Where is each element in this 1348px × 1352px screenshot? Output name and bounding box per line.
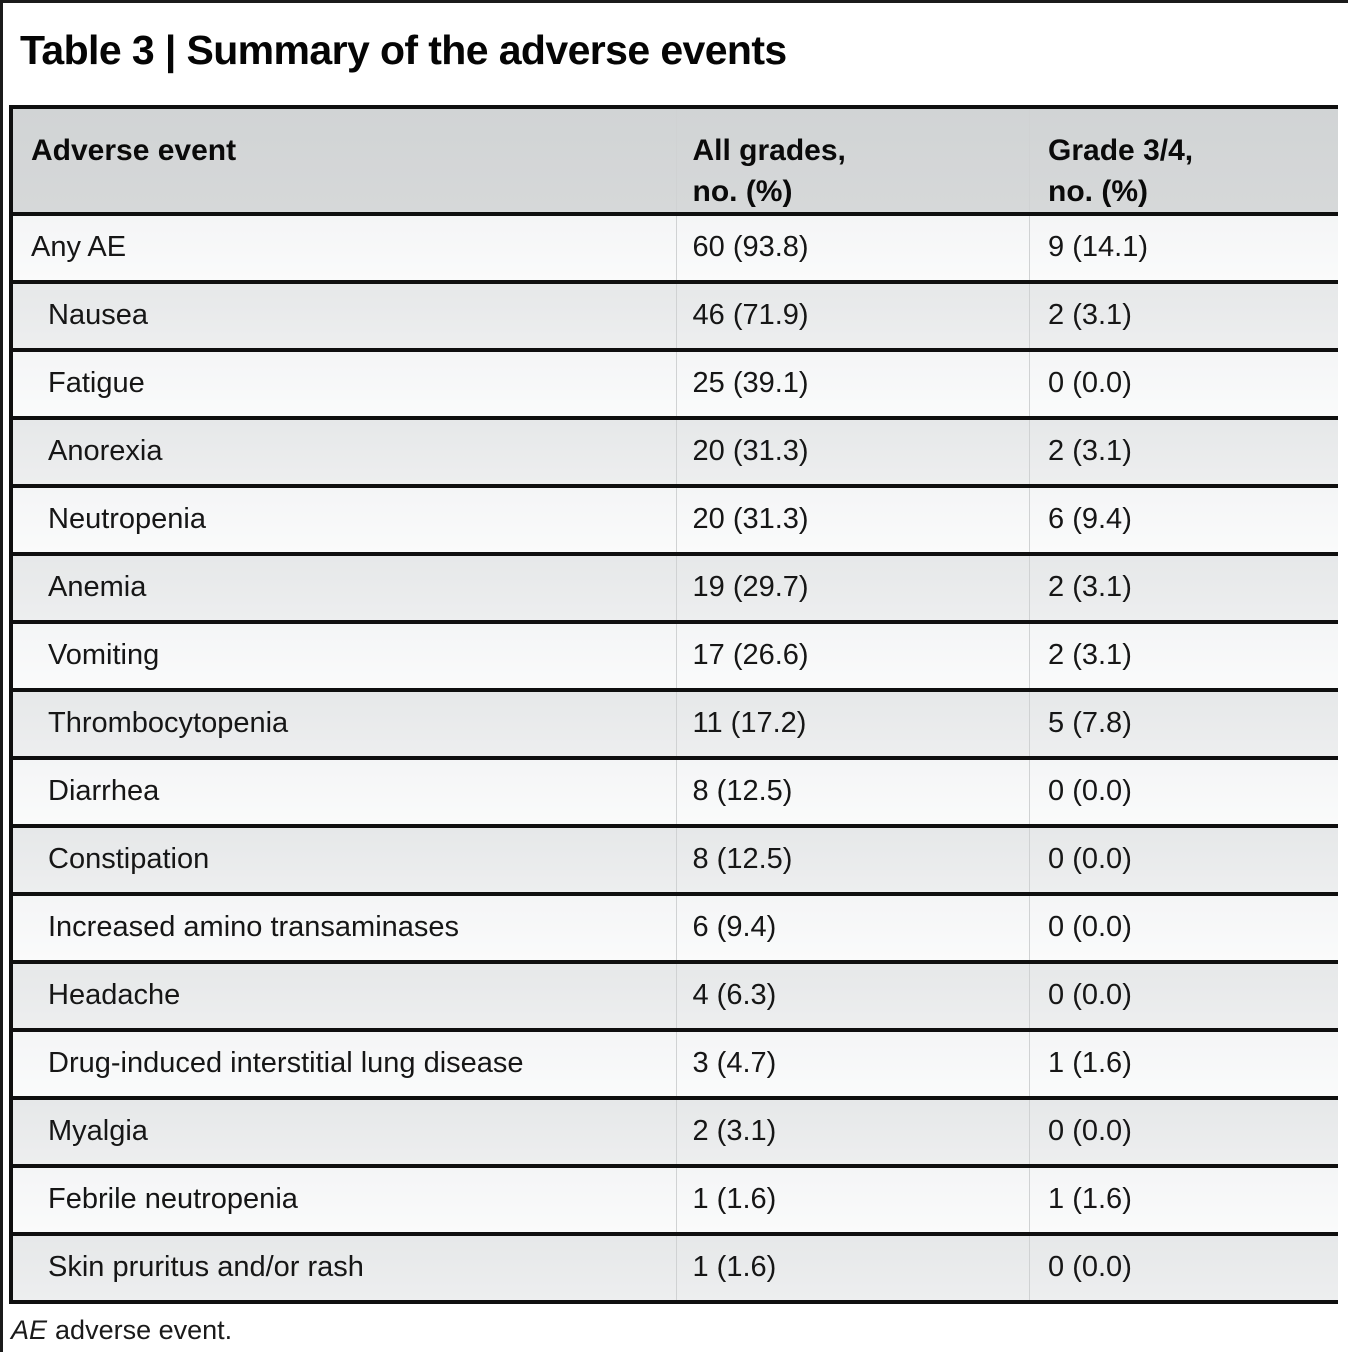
all-grades-cell: 17 (26.6) <box>675 622 1030 693</box>
table-row: Myalgia 2 (3.1) 0 (0.0) <box>11 1098 1338 1169</box>
all-grades-cell: 8 (12.5) <box>675 758 1030 829</box>
grade-3-4-cell: 0 (0.0) <box>1029 758 1338 829</box>
table-row: Drug-induced interstitial lung disease 3… <box>11 1030 1338 1101</box>
all-grades-cell: 25 (39.1) <box>675 350 1030 421</box>
column-header-grade-3-4: Grade 3/4, no. (%) <box>1029 107 1338 217</box>
column-header-all-grades: All grades, no. (%) <box>675 107 1030 217</box>
table-body: Any AE 60 (93.8) 9 (14.1) Nausea 46 (71.… <box>11 214 1338 1305</box>
all-grades-cell: 2 (3.1) <box>675 1098 1030 1169</box>
table-row: Headache 4 (6.3) 0 (0.0) <box>11 962 1338 1033</box>
table-row: Nausea 46 (71.9) 2 (3.1) <box>11 282 1338 353</box>
event-name-cell: Drug-induced interstitial lung disease <box>11 1030 676 1101</box>
grade-3-4-cell: 1 (1.6) <box>1029 1030 1338 1101</box>
footnote: AE adverse event. <box>11 1314 1348 1346</box>
table-row: Fatigue 25 (39.1) 0 (0.0) <box>11 350 1338 421</box>
all-grades-cell: 1 (1.6) <box>675 1166 1030 1237</box>
all-grades-cell: 11 (17.2) <box>675 690 1030 761</box>
all-grades-cell: 4 (6.3) <box>675 962 1030 1033</box>
grade-3-4-cell: 2 (3.1) <box>1029 418 1338 489</box>
event-name-cell: Anemia <box>11 554 676 625</box>
grade-3-4-cell: 0 (0.0) <box>1029 894 1338 965</box>
table-row: Skin pruritus and/or rash 1 (1.6) 0 (0.0… <box>11 1234 1338 1305</box>
footnote-text: adverse event. <box>55 1315 233 1346</box>
adverse-events-table: Adverse event All grades, no. (%) Grade … <box>9 105 1338 1305</box>
event-name-cell: Increased amino transaminases <box>11 894 676 965</box>
all-grades-cell: 8 (12.5) <box>675 826 1030 897</box>
all-grades-cell: 19 (29.7) <box>675 554 1030 625</box>
all-grades-cell: 20 (31.3) <box>675 418 1030 489</box>
grade-3-4-cell: 2 (3.1) <box>1029 554 1338 625</box>
footnote-abbreviation: AE <box>11 1315 48 1346</box>
event-name-cell: Any AE <box>11 214 676 285</box>
table-row: Vomiting 17 (26.6) 2 (3.1) <box>11 622 1338 693</box>
all-grades-cell: 20 (31.3) <box>675 486 1030 557</box>
grade-3-4-cell: 0 (0.0) <box>1029 1234 1338 1305</box>
event-name-cell: Fatigue <box>11 350 676 421</box>
table-row: Increased amino transaminases 6 (9.4) 0 … <box>11 894 1338 965</box>
column-header-adverse-event: Adverse event <box>11 107 676 217</box>
page-title: Table 3 | Summary of the adverse events <box>20 27 787 73</box>
all-grades-cell: 3 (4.7) <box>675 1030 1030 1101</box>
event-name-cell: Skin pruritus and/or rash <box>11 1234 676 1305</box>
table-row: Anorexia 20 (31.3) 2 (3.1) <box>11 418 1338 489</box>
table-row: Thrombocytopenia 11 (17.2) 5 (7.8) <box>11 690 1338 761</box>
event-name-cell: Nausea <box>11 282 676 353</box>
table-row: Constipation 8 (12.5) 0 (0.0) <box>11 826 1338 897</box>
table-row: Febrile neutropenia 1 (1.6) 1 (1.6) <box>11 1166 1338 1237</box>
table-row: Any AE 60 (93.8) 9 (14.1) <box>11 214 1338 285</box>
grade-3-4-cell: 2 (3.1) <box>1029 622 1338 693</box>
all-grades-cell: 1 (1.6) <box>675 1234 1030 1305</box>
grade-3-4-cell: 5 (7.8) <box>1029 690 1338 761</box>
event-name-cell: Myalgia <box>11 1098 676 1169</box>
grade-3-4-cell: 1 (1.6) <box>1029 1166 1338 1237</box>
all-grades-cell: 60 (93.8) <box>675 214 1030 285</box>
table-row: Diarrhea 8 (12.5) 0 (0.0) <box>11 758 1338 829</box>
all-grades-cell: 46 (71.9) <box>675 282 1030 353</box>
grade-3-4-cell: 6 (9.4) <box>1029 486 1338 557</box>
event-name-cell: Diarrhea <box>11 758 676 829</box>
table-header-row: Adverse event All grades, no. (%) Grade … <box>11 107 1338 217</box>
grade-3-4-cell: 0 (0.0) <box>1029 1098 1338 1169</box>
grade-3-4-cell: 0 (0.0) <box>1029 962 1338 1033</box>
event-name-cell: Febrile neutropenia <box>11 1166 676 1237</box>
event-name-cell: Thrombocytopenia <box>11 690 676 761</box>
event-name-cell: Vomiting <box>11 622 676 693</box>
table-row: Anemia 19 (29.7) 2 (3.1) <box>11 554 1338 625</box>
all-grades-cell: 6 (9.4) <box>675 894 1030 965</box>
table-row: Neutropenia 20 (31.3) 6 (9.4) <box>11 486 1338 557</box>
grade-3-4-cell: 0 (0.0) <box>1029 826 1338 897</box>
event-name-cell: Anorexia <box>11 418 676 489</box>
grade-3-4-cell: 2 (3.1) <box>1029 282 1338 353</box>
event-name-cell: Constipation <box>11 826 676 897</box>
event-name-cell: Headache <box>11 962 676 1033</box>
grade-3-4-cell: 0 (0.0) <box>1029 350 1338 421</box>
grade-3-4-cell: 9 (14.1) <box>1029 214 1338 285</box>
event-name-cell: Neutropenia <box>11 486 676 557</box>
